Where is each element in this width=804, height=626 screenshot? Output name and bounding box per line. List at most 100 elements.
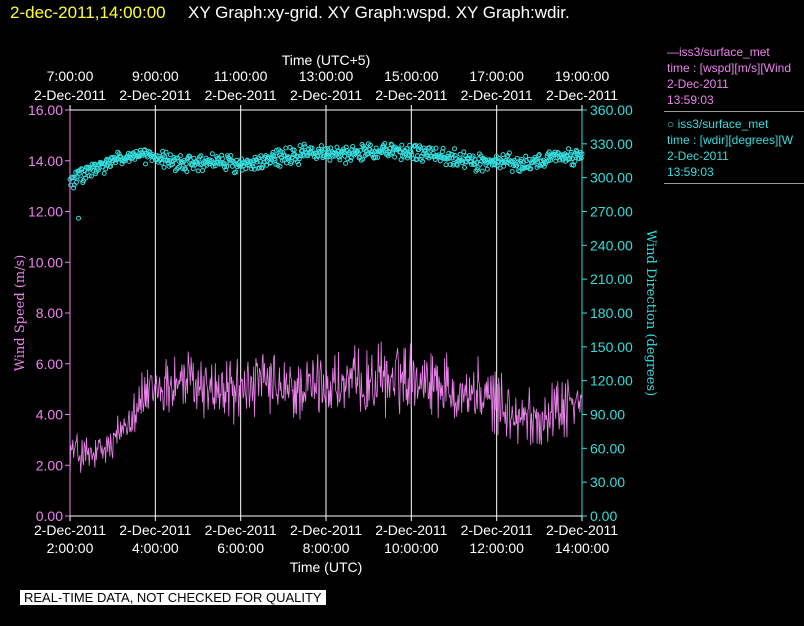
wind-direction-point <box>301 141 307 147</box>
wind-direction-point <box>408 149 414 155</box>
wind-direction-point <box>298 153 304 159</box>
top-tick-date: 2-Dec-2011 <box>119 87 191 103</box>
wind-direction-point <box>314 153 320 159</box>
wind-direction-point <box>546 158 551 164</box>
legend-wind-speed[interactable]: —iss3/surface_met time : [wspd][m/s][Win… <box>664 44 804 112</box>
grid <box>154 110 498 516</box>
wind-direction-point <box>517 168 523 174</box>
wind-direction-point <box>470 153 476 159</box>
wind-direction-point <box>390 150 396 156</box>
wind-direction-point <box>509 169 515 174</box>
wind-direction-point <box>500 152 506 158</box>
wind-direction-point <box>73 179 79 185</box>
right-tick-label: 180.00 <box>590 305 633 321</box>
top-tick-time: 11:00:00 <box>214 68 268 84</box>
wind-direction-point <box>572 158 578 164</box>
bottom-tick-time: 6:00:00 <box>217 540 264 556</box>
wind-direction-point <box>96 167 101 173</box>
wind-direction-point <box>375 155 381 160</box>
wind-direction-point <box>71 185 77 191</box>
wind-direction-point <box>259 165 265 171</box>
wind-direction-point <box>567 156 573 162</box>
wind-direction-point <box>484 166 490 172</box>
legend-series-var: time : [wdir][degrees][W <box>667 133 794 147</box>
top-tick-date: 2-Dec-2011 <box>290 87 362 103</box>
wind-speed-series <box>69 341 583 480</box>
bottom-tick-time: 8:00:00 <box>303 540 350 556</box>
bottom-tick-date: 2-Dec-2011 <box>375 522 447 538</box>
wind-direction-point <box>274 153 280 159</box>
wind-direction-point <box>462 165 467 170</box>
wind-direction-point <box>72 175 78 181</box>
top-tick-date: 2-Dec-2011 <box>375 87 447 103</box>
wind-direction-series <box>67 141 585 221</box>
wind-direction-point <box>420 158 425 164</box>
right-tick-label: 30.00 <box>590 474 625 490</box>
graph-titles: XY Graph:xy-grid. XY Graph:wspd. XY Grap… <box>188 3 570 22</box>
wind-direction-point <box>523 153 529 159</box>
wind-direction-point <box>506 150 512 156</box>
wind-direction-point <box>113 160 119 166</box>
left-tick-label: 8.00 <box>36 305 63 321</box>
wind-direction-point <box>258 153 264 159</box>
wind-direction-point <box>286 155 292 160</box>
right-tick-label: 240.00 <box>590 237 633 253</box>
wind-direction-point <box>536 152 542 157</box>
wind-direction-point <box>178 159 184 165</box>
legend-series-date: 2-Dec-2011 <box>667 149 729 163</box>
right-tick-label: 210.00 <box>590 271 633 287</box>
wind-direction-point <box>348 157 354 163</box>
wind-direction-point <box>496 155 502 161</box>
wind-direction-point <box>165 157 171 163</box>
wind-direction-point <box>184 169 190 175</box>
wind-direction-point <box>422 148 428 154</box>
right-tick-label: 330.00 <box>590 136 633 152</box>
top-tick-time: 9:00:00 <box>132 68 179 84</box>
wind-direction-point <box>270 150 276 155</box>
wind-direction-point <box>243 166 249 172</box>
wind-direction-point <box>283 145 289 151</box>
wind-direction-point <box>163 149 169 155</box>
wind-direction-point <box>256 165 262 171</box>
timestamp: 2-dec-2011,14:00:00 <box>10 3 166 22</box>
wind-direction-point <box>101 170 107 176</box>
wind-direction-point <box>479 168 485 174</box>
wind-direction-point <box>568 149 574 155</box>
right-tick-label: 90.00 <box>590 407 625 423</box>
wind-direction-point <box>379 149 385 155</box>
wind-direction-point <box>528 166 534 172</box>
wind-direction-point <box>439 149 445 155</box>
wind-direction-point <box>233 169 239 175</box>
wind-direction-point <box>299 147 305 153</box>
right-tick-label: 120.00 <box>590 373 633 389</box>
right-tick-label: 270.00 <box>590 204 633 220</box>
bottom-tick-time: 4:00:00 <box>132 540 179 556</box>
left-tick-label: 16.00 <box>28 102 63 118</box>
wind-direction-point <box>469 161 475 167</box>
top-tick-time: 17:00:00 <box>469 68 524 84</box>
legend-wind-direction[interactable]: ○ iss3/surface_met time : [wdir][degrees… <box>664 116 804 184</box>
wind-direction-point <box>378 150 384 156</box>
wind-direction-point <box>318 143 324 149</box>
wind-direction-point <box>162 154 168 160</box>
left-tick-label: 12.00 <box>28 204 63 220</box>
wind-direction-point <box>349 147 355 153</box>
bottom-tick-date: 2-Dec-2011 <box>34 522 106 538</box>
wind-direction-point <box>440 145 446 151</box>
wind-direction-point <box>76 215 82 221</box>
wind-direction-point <box>289 159 294 165</box>
wind-direction-point <box>325 146 331 152</box>
wind-direction-point <box>368 142 373 148</box>
right-tick-label: 150.00 <box>590 339 633 355</box>
bottom-tick-date: 2-Dec-2011 <box>119 522 191 538</box>
left-tick-label: 10.00 <box>28 254 63 270</box>
wind-direction-point <box>183 161 189 167</box>
wind-direction-point <box>492 162 498 168</box>
bottom-tick-date: 2-Dec-2011 <box>205 522 277 538</box>
right-tick-label: 300.00 <box>590 170 633 186</box>
wind-direction-point <box>404 146 410 152</box>
wind-direction-point <box>88 173 94 179</box>
wind-direction-point <box>159 160 165 166</box>
wind-direction-point <box>457 151 463 157</box>
